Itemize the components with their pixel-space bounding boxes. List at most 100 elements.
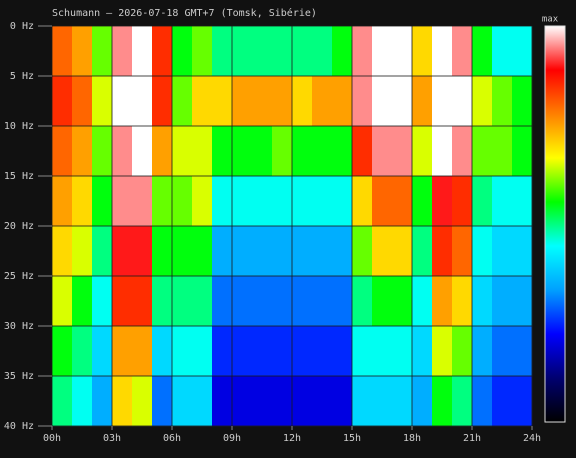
- heatmap-cell: [172, 26, 193, 77]
- heatmap-cell: [112, 226, 133, 277]
- heatmap-cell: [492, 126, 513, 177]
- heatmap: [52, 26, 533, 427]
- heatmap-cell: [232, 176, 253, 227]
- heatmap-cell: [472, 376, 493, 427]
- heatmap-cell: [312, 376, 333, 427]
- heatmap-cell: [432, 126, 453, 177]
- heatmap-cell: [192, 376, 213, 427]
- heatmap-cell: [232, 76, 253, 127]
- heatmap-cell: [152, 326, 173, 377]
- heatmap-cell: [452, 76, 473, 127]
- heatmap-cell: [252, 376, 273, 427]
- heatmap-cell: [392, 326, 413, 377]
- heatmap-cell: [512, 226, 533, 277]
- heatmap-cell: [172, 326, 193, 377]
- heatmap-cell: [352, 276, 373, 327]
- heatmap-cell: [452, 376, 473, 427]
- x-tick-label: 03h: [103, 433, 121, 444]
- heatmap-cell: [332, 176, 353, 227]
- heatmap-cell: [412, 326, 433, 377]
- heatmap-cell: [452, 126, 473, 177]
- heatmap-cell: [192, 326, 213, 377]
- x-tick-label: 00h: [43, 433, 61, 444]
- heatmap-cell: [172, 226, 193, 277]
- heatmap-cell: [372, 76, 393, 127]
- heatmap-cell: [212, 176, 233, 227]
- heatmap-cell: [512, 76, 533, 127]
- heatmap-cell: [132, 226, 153, 277]
- heatmap-cell: [92, 76, 113, 127]
- y-tick-label: 0 Hz: [10, 21, 34, 32]
- heatmap-cell: [292, 26, 313, 77]
- heatmap-cell: [72, 326, 93, 377]
- heatmap-cell: [192, 76, 213, 127]
- heatmap-cell: [452, 326, 473, 377]
- heatmap-cell: [452, 276, 473, 327]
- heatmap-cell: [192, 226, 213, 277]
- heatmap-cell: [372, 26, 393, 77]
- heatmap-cell: [512, 126, 533, 177]
- heatmap-cell: [512, 276, 533, 327]
- heatmap-cell: [272, 126, 293, 177]
- heatmap-cell: [312, 176, 333, 227]
- heatmap-cell: [112, 76, 133, 127]
- heatmap-cell: [92, 276, 113, 327]
- heatmap-cell: [52, 126, 73, 177]
- heatmap-cell: [112, 176, 133, 227]
- heatmap-cell: [212, 26, 233, 77]
- heatmap-cell: [192, 176, 213, 227]
- heatmap-cell: [332, 276, 353, 327]
- heatmap-cell: [332, 226, 353, 277]
- heatmap-cell: [432, 26, 453, 77]
- heatmap-cell: [352, 26, 373, 77]
- heatmap-cell: [212, 326, 233, 377]
- heatmap-cell: [52, 26, 73, 77]
- heatmap-cell: [272, 176, 293, 227]
- heatmap-cell: [492, 26, 513, 77]
- heatmap-cell: [272, 226, 293, 277]
- heatmap-cell: [252, 76, 273, 127]
- heatmap-cell: [472, 276, 493, 327]
- heatmap-cell: [92, 326, 113, 377]
- heatmap-cell: [132, 126, 153, 177]
- heatmap-cell: [432, 226, 453, 277]
- heatmap-cell: [432, 176, 453, 227]
- heatmap-cell: [412, 176, 433, 227]
- heatmap-cell: [252, 326, 273, 377]
- heatmap-cell: [372, 326, 393, 377]
- heatmap-cell: [72, 226, 93, 277]
- heatmap-cell: [292, 276, 313, 327]
- heatmap-cell: [392, 276, 413, 327]
- heatmap-cell: [152, 126, 173, 177]
- heatmap-cell: [72, 126, 93, 177]
- heatmap-cell: [312, 276, 333, 327]
- heatmap-cell: [472, 176, 493, 227]
- heatmap-cell: [92, 126, 113, 177]
- heatmap-cell: [252, 276, 273, 327]
- heatmap-cell: [152, 276, 173, 327]
- heatmap-cell: [352, 376, 373, 427]
- y-tick-label: 15 Hz: [4, 171, 34, 182]
- heatmap-cell: [492, 76, 513, 127]
- heatmap-cell: [512, 176, 533, 227]
- heatmap-cell: [192, 26, 213, 77]
- heatmap-cell: [412, 376, 433, 427]
- heatmap-cell: [192, 276, 213, 327]
- heatmap-cell: [312, 226, 333, 277]
- heatmap-cell: [372, 126, 393, 177]
- heatmap-cell: [512, 326, 533, 377]
- heatmap-cell: [232, 226, 253, 277]
- heatmap-cell: [112, 376, 133, 427]
- heatmap-cell: [272, 276, 293, 327]
- heatmap-cell: [232, 326, 253, 377]
- heatmap-cell: [192, 126, 213, 177]
- heatmap-cell: [432, 326, 453, 377]
- heatmap-cell: [392, 376, 413, 427]
- heatmap-cell: [52, 226, 73, 277]
- heatmap-cell: [492, 176, 513, 227]
- x-tick-label: 21h: [463, 433, 481, 444]
- heatmap-cell: [252, 126, 273, 177]
- heatmap-cell: [152, 26, 173, 77]
- heatmap-cell: [232, 376, 253, 427]
- heatmap-cell: [232, 126, 253, 177]
